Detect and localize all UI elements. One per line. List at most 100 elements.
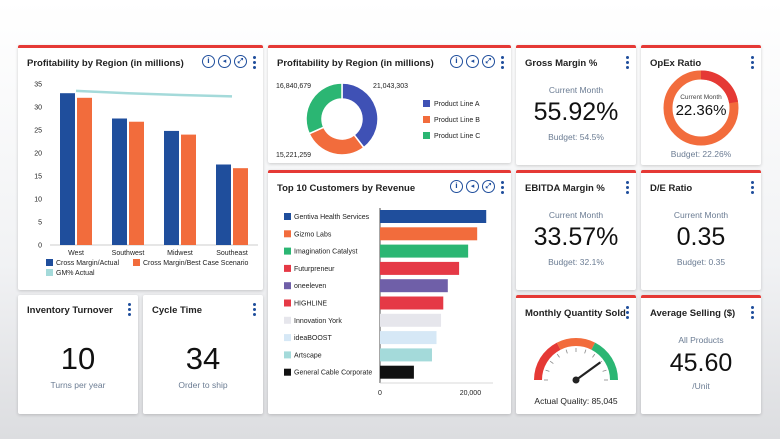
- kpi-value: 33.57%: [533, 223, 619, 251]
- card-title: Top 10 Customers by Revenue: [277, 183, 416, 194]
- gauge-tick: [602, 369, 607, 372]
- legend-swatch: [284, 334, 291, 342]
- profitability-donut-chart: 21,043,303 15,221,259 16,840,679 Product Li…: [276, 82, 480, 159]
- legend-swatch: [284, 351, 291, 359]
- kebab-menu-icon[interactable]: [253, 303, 257, 316]
- donut-value-label: 21,043,303: [373, 83, 408, 90]
- kpi-label: Current Month: [548, 85, 604, 95]
- gauge-segment: [534, 342, 561, 381]
- legend-label: GM% Actual: [56, 270, 95, 277]
- legend-swatch: [423, 100, 430, 107]
- opex-ring-gauge: [663, 70, 739, 146]
- card-title: EBITDA Margin %: [525, 183, 605, 194]
- gauge-tick: [592, 353, 596, 358]
- customer-label: Futurpreneur: [294, 266, 335, 273]
- kebab-menu-icon[interactable]: [501, 181, 505, 194]
- kebab-menu-icon[interactable]: [626, 181, 630, 194]
- cycle-time-card: Cycle Time 34 Order to ship: [143, 295, 263, 414]
- opex-ratio-card: OpEx Ratio Current Month 22.36% Budget: …: [641, 45, 761, 165]
- sound-icon[interactable]: ◂: [466, 180, 479, 193]
- bar-actual: [216, 164, 231, 245]
- kebab-menu-icon[interactable]: [751, 56, 755, 69]
- y-tick-label: 5: [38, 220, 42, 227]
- bar-actual: [164, 130, 179, 245]
- legend-swatch: [46, 259, 53, 266]
- card-title: Gross Margin %: [525, 58, 598, 69]
- sound-icon[interactable]: ◂: [218, 55, 231, 68]
- gauge-tick: [545, 369, 550, 372]
- x-tick-label: Midwest: [167, 250, 193, 257]
- kebab-menu-icon[interactable]: [751, 306, 755, 319]
- donut-slice: [308, 126, 365, 156]
- y-tick-label: 10: [34, 197, 42, 204]
- kpi-label: Current Month: [548, 210, 604, 220]
- legend-swatch: [284, 213, 291, 220]
- kpi-value: 0.35: [676, 223, 726, 251]
- x-tick-label: West: [68, 250, 84, 257]
- sound-icon[interactable]: ◂: [466, 55, 479, 68]
- legend-label: Cross Margin/Actual: [56, 260, 119, 267]
- top-customers-chart: Gentiva Health Services Gizmo Labs Imagina…: [284, 208, 493, 397]
- legend-label: Product Line A: [434, 101, 480, 108]
- kpi-label: Current Month: [673, 210, 729, 220]
- kpi-value: 22.36%: [675, 102, 727, 119]
- kpi-value: 45.60: [669, 349, 733, 377]
- kebab-menu-icon[interactable]: [501, 56, 505, 69]
- bar-best-case: [129, 121, 144, 245]
- kpi-value: 34: [185, 341, 221, 376]
- customer-label: ideaBOOST: [294, 335, 332, 342]
- monthly-quantity-card: Monthly Quantity Sold Actual Quality: 85…: [516, 295, 636, 414]
- expand-icon[interactable]: ⤢: [482, 180, 495, 193]
- kpi-label: Current Month: [680, 94, 722, 101]
- legend-swatch: [284, 299, 291, 307]
- profitability-bar-card: Profitability by Region (in millions) i …: [18, 45, 263, 290]
- info-icon[interactable]: i: [450, 55, 463, 68]
- x-tick-label: Southeast: [216, 250, 248, 257]
- info-icon[interactable]: i: [450, 180, 463, 193]
- gauge-tick: [584, 349, 587, 354]
- customer-bar: [380, 210, 487, 223]
- gross-margin-card: Gross Margin % Current Month 55.92% Budg…: [516, 45, 636, 165]
- customer-bar: [380, 348, 432, 362]
- bar-actual: [112, 118, 127, 245]
- kebab-menu-icon[interactable]: [626, 306, 630, 319]
- y-tick-label: 20: [34, 151, 42, 158]
- card-actions: i ◂ ⤢: [450, 55, 495, 68]
- customer-bar: [380, 365, 414, 379]
- expand-icon[interactable]: ⤢: [234, 55, 247, 68]
- kpi-unit: /Unit: [692, 381, 710, 391]
- gauge-segment: [556, 338, 596, 350]
- kpi-value: 10: [60, 341, 96, 376]
- quantity-gauge: [534, 338, 618, 384]
- customer-bar: [380, 227, 478, 241]
- customer-label: Innovation York: [294, 318, 342, 325]
- card-actions: i ◂ ⤢: [450, 180, 495, 193]
- card-actions: i ◂ ⤢: [202, 55, 247, 68]
- y-tick-label: 35: [34, 82, 42, 89]
- legend-swatch: [46, 269, 53, 276]
- kebab-menu-icon[interactable]: [751, 181, 755, 194]
- kpi-budget: Budget: 54.5%: [548, 132, 604, 142]
- profitability-donut-card: Profitability by Region (in millions) i …: [268, 45, 511, 163]
- kebab-menu-icon[interactable]: [253, 56, 257, 69]
- legend-swatch: [284, 316, 291, 324]
- kebab-menu-icon[interactable]: [626, 56, 630, 69]
- customer-bar: [380, 244, 469, 258]
- de-ratio-card: D/E Ratio Current Month 0.35 Budget: 0.3…: [641, 170, 761, 290]
- donut-value-label: 15,221,259: [276, 152, 311, 159]
- customer-label: Gentiva Health Services: [294, 214, 370, 221]
- card-title: Profitability by Region (in millions): [27, 58, 184, 69]
- card-title: Monthly Quantity Sold: [525, 308, 626, 319]
- kpi-budget: Budget: 32.1%: [548, 257, 604, 267]
- profitability-bar-chart: 0 5 10 15 20 25 30 35 West Southwest Midwest Southe…: [34, 82, 258, 277]
- legend-swatch: [284, 264, 291, 272]
- legend-label: Product Line B: [434, 117, 480, 124]
- info-icon[interactable]: i: [202, 55, 215, 68]
- card-title: Average Selling ($): [650, 308, 736, 319]
- expand-icon[interactable]: ⤢: [482, 55, 495, 68]
- y-tick-label: 25: [34, 128, 42, 135]
- kebab-menu-icon[interactable]: [128, 303, 132, 316]
- legend-swatch: [423, 132, 430, 139]
- kpi-label: Order to ship: [178, 380, 228, 390]
- card-title: Profitability by Region (in millions): [277, 58, 434, 69]
